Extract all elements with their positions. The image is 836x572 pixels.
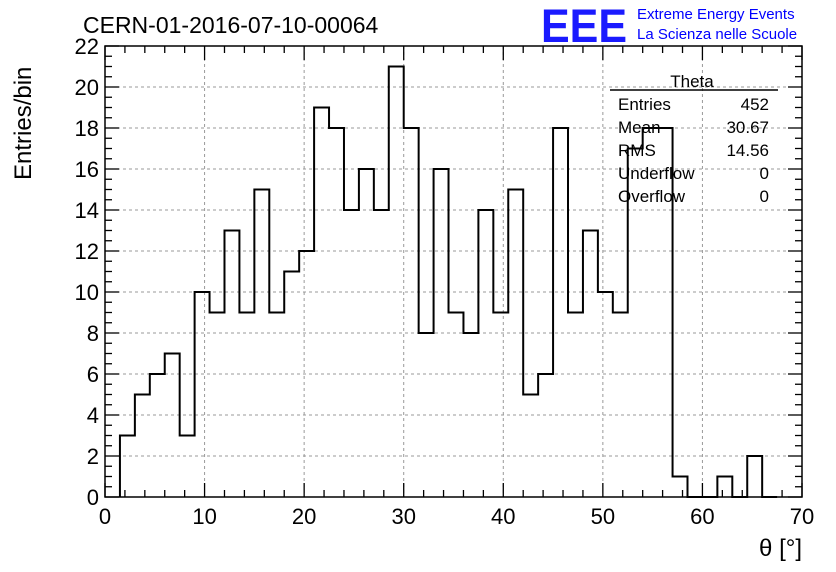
grid — [105, 46, 802, 497]
stats-row-value: 0 — [760, 164, 769, 183]
y-tick-label: 2 — [87, 444, 99, 469]
y-tick-label: 4 — [87, 403, 99, 428]
histogram-bin — [434, 169, 449, 497]
stats-row-value: 0 — [760, 187, 769, 206]
histogram-bin — [120, 436, 135, 498]
histogram-bin — [449, 313, 464, 498]
histogram-bin — [568, 313, 583, 498]
stats-title: Theta — [670, 72, 714, 91]
histogram-bin — [478, 210, 493, 497]
histogram-bin — [314, 108, 329, 498]
histogram-bin — [673, 477, 688, 498]
histogram-bin — [419, 333, 434, 497]
x-tick-label: 10 — [192, 504, 216, 529]
y-tick-label: 18 — [75, 116, 99, 141]
org-name-line2: La Scienza nelle Scuole — [637, 26, 797, 43]
y-tick-label: 8 — [87, 321, 99, 346]
histogram-bin — [180, 436, 195, 498]
y-tick-label: 16 — [75, 157, 99, 182]
histogram-bin — [538, 374, 553, 497]
stats-row-value: 14.56 — [726, 141, 769, 160]
histogram-bin — [463, 333, 478, 497]
x-tick-label: 50 — [591, 504, 615, 529]
histogram-bin — [299, 251, 314, 497]
eee-logo: EEE — [541, 0, 627, 52]
y-tick-label: 22 — [75, 34, 99, 59]
y-tick-label: 0 — [87, 485, 99, 510]
histogram-outline — [118, 65, 778, 498]
stats-box: Theta Entries 452 Mean 30.67 RMS 14.56 Underfl… — [610, 72, 778, 206]
histogram-bin — [493, 313, 508, 498]
stats-row-value: 30.67 — [726, 118, 769, 137]
histogram-bin — [224, 231, 239, 498]
y-tick-label: 14 — [75, 198, 99, 223]
histogram-bin — [523, 395, 538, 498]
histogram-bin — [404, 128, 419, 497]
y-tick-label: 20 — [75, 75, 99, 100]
histogram-bin — [165, 354, 180, 498]
x-tick-label: 20 — [292, 504, 316, 529]
stats-row-label: Mean — [618, 118, 661, 137]
histogram-bin — [717, 477, 732, 498]
x-tick-label: 0 — [99, 504, 111, 529]
x-axis-label: θ [°] — [759, 535, 802, 562]
histogram-series — [118, 65, 778, 498]
histogram-bin — [254, 190, 269, 498]
axes: 0 10 20 30 40 50 60 70 0 2 4 6 8 10 12 14 16 18 20 22 — [75, 34, 815, 529]
histogram-bin — [284, 272, 299, 498]
histogram-bin — [329, 128, 344, 497]
histogram-bin — [583, 231, 598, 498]
histogram-bin — [210, 313, 225, 498]
stats-row-label: Entries — [618, 95, 671, 114]
stats-row-label: Underflow — [618, 164, 695, 183]
histogram-bin — [269, 313, 284, 498]
stats-row-label: RMS — [618, 141, 656, 160]
x-tick-label: 60 — [690, 504, 714, 529]
org-name-line1: Extreme Energy Events — [637, 6, 795, 23]
x-tick-label: 70 — [790, 504, 814, 529]
histogram-bin — [553, 128, 568, 497]
y-tick-label: 6 — [87, 362, 99, 387]
histogram-bin — [598, 292, 613, 497]
histogram-bin — [359, 169, 374, 497]
x-tick-label: 30 — [391, 504, 415, 529]
y-tick-label: 12 — [75, 239, 99, 264]
stats-row-label: Overflow — [618, 187, 686, 206]
stats-row-value: 452 — [741, 95, 769, 114]
chart-title: CERN-01-2016-07-10-00064 — [83, 12, 379, 38]
histogram-bin — [195, 292, 210, 497]
histogram-bin — [613, 313, 628, 498]
histogram-bin — [135, 395, 150, 498]
histogram-bin — [239, 313, 254, 498]
histogram-bin — [150, 374, 165, 497]
histogram-bin — [643, 128, 658, 497]
histogram-bin — [658, 128, 673, 497]
histogram-bin — [747, 456, 762, 497]
histogram-bin — [374, 210, 389, 497]
histogram-bin — [344, 210, 359, 497]
x-tick-label: 40 — [491, 504, 515, 529]
y-tick-label: 10 — [75, 280, 99, 305]
y-axis-label: Entries/bin — [10, 67, 37, 180]
histogram-bin — [508, 190, 523, 498]
histogram-bin — [389, 67, 404, 498]
